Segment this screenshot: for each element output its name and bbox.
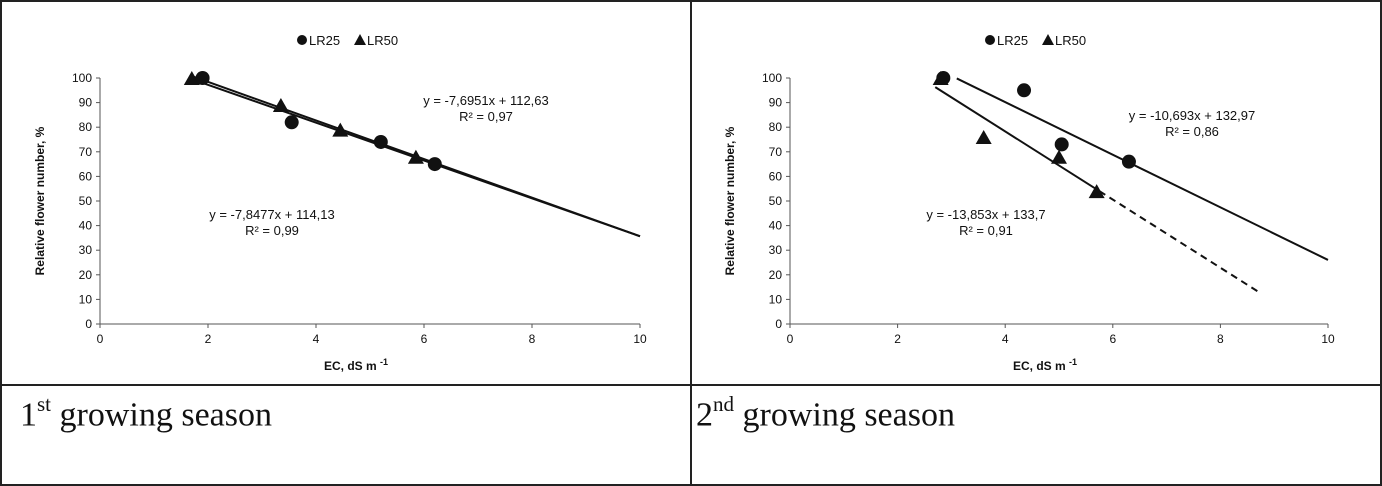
y-tick-label: 30 xyxy=(79,243,93,257)
table-border-right xyxy=(1380,0,1382,486)
x-tick-label: 2 xyxy=(894,332,901,346)
caption-text: growing season xyxy=(742,396,955,434)
caption-ordinal-suffix: st xyxy=(37,392,52,416)
x-tick-label: 8 xyxy=(1217,332,1224,346)
legend-label-lr25: LR25 xyxy=(309,33,340,48)
chart-panel-1: 0 10 20 30 40 50 60 70 80 90 100 0 2 4 6 8 10 EC, dS m -1… xyxy=(2,2,690,384)
data-point-lr50 xyxy=(272,98,289,113)
x-axis-label: EC, dS m -1 xyxy=(324,357,388,373)
r-squared-label-lr50: R² = 0,91 xyxy=(959,223,1013,238)
caption-number: 1 xyxy=(20,396,37,434)
y-axis-label: Relative flower number, % xyxy=(33,126,47,275)
caption-number: 2 xyxy=(696,396,713,434)
legend-marker-lr25 xyxy=(297,35,307,45)
r-squared-label-lr25: R² = 0,97 xyxy=(459,109,513,124)
r-squared-label-lr25: R² = 0,86 xyxy=(1165,124,1219,139)
caption-ordinal-suffix: nd xyxy=(713,392,734,416)
legend-label-lr25: LR25 xyxy=(997,33,1028,48)
y-tick-label: 0 xyxy=(775,317,782,331)
legend-marker-lr25 xyxy=(985,35,995,45)
x-tick-label: 0 xyxy=(97,332,104,346)
data-point-lr50 xyxy=(1051,149,1067,164)
y-tick-label: 80 xyxy=(769,120,783,134)
data-point-lr50 xyxy=(332,122,349,137)
data-point-lr25 xyxy=(373,134,388,149)
x-tick-label: 4 xyxy=(1002,332,1009,346)
data-point-lr25 xyxy=(936,71,951,85)
x-tick-label: 0 xyxy=(787,332,794,346)
trendline-lr50 xyxy=(934,86,1100,192)
table-border-left xyxy=(0,0,2,486)
data-point-lr25 xyxy=(1054,137,1069,152)
r-squared-label-lr50: R² = 0,99 xyxy=(245,223,299,238)
y-tick-label: 100 xyxy=(72,71,92,85)
equation-label-lr25: y = -10,693x + 132,97 xyxy=(1129,108,1255,123)
legend-marker-lr50 xyxy=(1042,34,1054,45)
data-point-lr25 xyxy=(427,157,442,172)
y-tick-label: 100 xyxy=(762,71,782,85)
data-point-lr25 xyxy=(1121,154,1136,169)
data-point-lr50 xyxy=(183,71,200,85)
y-tick-label: 40 xyxy=(79,219,93,233)
y-tick-label: 20 xyxy=(79,268,93,282)
chart-1st-season: 0 10 20 30 40 50 60 70 80 90 100 0 2 4 6 8 10 EC, dS m -1… xyxy=(33,33,647,373)
x-tick-label: 8 xyxy=(529,332,536,346)
y-tick-label: 90 xyxy=(769,96,783,110)
x-tick-label: 10 xyxy=(1321,332,1335,346)
trendline-lr25 xyxy=(956,77,1329,261)
table-divider-vertical xyxy=(690,0,692,486)
y-tick-label: 70 xyxy=(79,145,93,159)
data-point-lr50 xyxy=(975,130,992,145)
x-axis-label-superscript: -1 xyxy=(380,357,388,367)
trendline-extrapolated-lr50 xyxy=(1098,190,1259,293)
chart-2nd-season: 0 10 20 30 40 50 60 70 80 90 100 0 2 4 6 8 10 EC, dS m -1… xyxy=(723,33,1335,373)
chart-panel-2: 0 10 20 30 40 50 60 70 80 90 100 0 2 4 6 8 10 EC, dS m -1… xyxy=(692,2,1380,384)
data-point-lr50 xyxy=(1088,184,1105,199)
x-axis-label-superscript: -1 xyxy=(1069,357,1077,367)
x-axis-label: EC, dS m -1 xyxy=(1013,357,1077,373)
data-point-lr50 xyxy=(407,149,424,164)
equation-label-lr50: y = -13,853x + 133,7 xyxy=(926,207,1045,222)
y-tick-label: 60 xyxy=(769,169,783,183)
x-tick-label: 6 xyxy=(421,332,428,346)
legend-label-lr50: LR50 xyxy=(367,33,398,48)
legend-label-lr50: LR50 xyxy=(1055,33,1086,48)
y-tick-label: 0 xyxy=(85,317,92,331)
caption-text: growing season xyxy=(59,396,272,434)
data-point-lr25 xyxy=(195,71,210,85)
table-divider-horizontal xyxy=(0,384,1382,386)
data-point-lr25 xyxy=(284,115,299,130)
y-tick-label: 10 xyxy=(769,292,783,306)
y-tick-label: 20 xyxy=(769,268,783,282)
caption-2nd-season: 2nd growing season xyxy=(696,392,955,434)
equation-label-lr25: y = -7,6951x + 112,63 xyxy=(423,93,549,108)
x-tick-label: 10 xyxy=(633,332,647,346)
y-tick-label: 90 xyxy=(79,96,93,110)
y-tick-label: 10 xyxy=(79,292,93,306)
caption-1st-season: 1st growing season xyxy=(20,392,272,434)
equation-label-lr50: y = -7,8477x + 114,13 xyxy=(209,207,335,222)
y-tick-label: 60 xyxy=(79,169,93,183)
data-point-lr25 xyxy=(1017,83,1032,98)
x-tick-label: 6 xyxy=(1109,332,1116,346)
y-tick-label: 40 xyxy=(769,219,783,233)
y-tick-label: 50 xyxy=(769,194,783,208)
y-tick-label: 50 xyxy=(79,194,93,208)
x-tick-label: 2 xyxy=(205,332,212,346)
y-tick-label: 70 xyxy=(769,145,783,159)
y-tick-label: 80 xyxy=(79,120,93,134)
x-tick-label: 4 xyxy=(313,332,320,346)
y-axis-label: Relative flower number, % xyxy=(723,126,737,275)
legend-marker-lr50 xyxy=(354,34,366,45)
y-tick-label: 30 xyxy=(769,243,783,257)
